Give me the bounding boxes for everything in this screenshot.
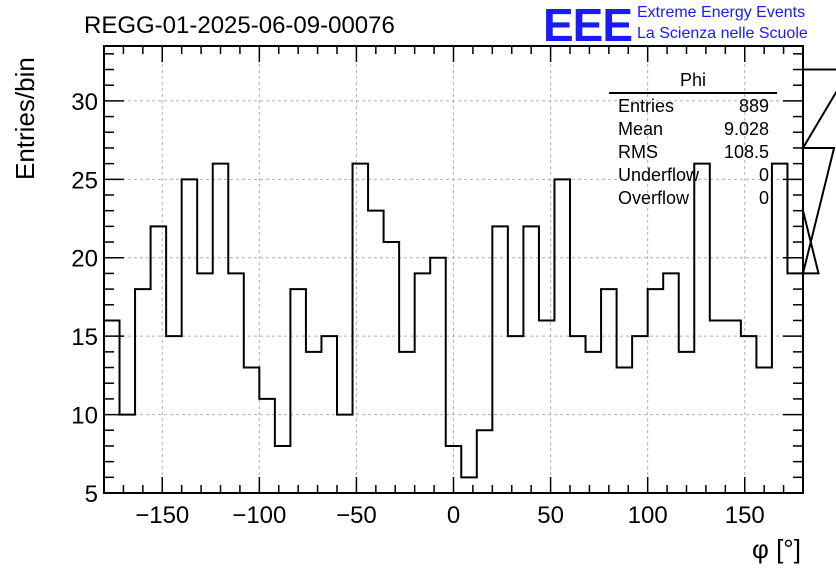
x-tick-label: −50 xyxy=(336,502,377,529)
grid-lines xyxy=(104,46,803,493)
stats-row-overflow: Overflow 0 xyxy=(609,188,777,211)
x-tick-label: 0 xyxy=(447,502,460,529)
y-tick-label: 10 xyxy=(71,403,98,430)
chart-title: REGG-01-2025-06-09-00076 xyxy=(84,12,395,39)
stats-label: Mean xyxy=(618,119,664,139)
logo-caption-line2: La Scienza nelle Scuole xyxy=(637,25,808,42)
logo-caption-line1: Extreme Energy Events xyxy=(637,4,806,21)
y-tick-label: 5 xyxy=(85,481,98,508)
stats-title: Phi xyxy=(609,70,777,94)
histogram-line xyxy=(104,68,836,479)
stats-row-entries: Entries 889 xyxy=(609,96,777,119)
stats-value: 9.028 xyxy=(723,119,769,139)
x-axis-label: φ [°] xyxy=(752,534,801,564)
x-tick-label: −100 xyxy=(232,502,286,529)
stats-value: 108.5 xyxy=(723,142,769,162)
eee-logo: EEE xyxy=(543,0,633,51)
stats-box: Phi Entries 889 Mean 9.028 RMS 108.5 Und… xyxy=(609,70,777,211)
stats-row-mean: Mean 9.028 xyxy=(609,119,777,142)
tick-labels: −150 −100 −50 0 50 100 150 5 10 15 20 25 30 xyxy=(71,89,764,529)
stats-label: RMS xyxy=(618,142,658,162)
x-tick-label: 100 xyxy=(628,502,668,529)
x-tick-label: 50 xyxy=(537,502,564,529)
stats-row-rms: RMS 108.5 xyxy=(609,142,777,165)
stats-value: 889 xyxy=(738,96,769,116)
plot-frame xyxy=(103,45,804,494)
y-tick-label: 15 xyxy=(71,324,98,351)
stats-value: 0 xyxy=(758,188,769,208)
x-tick-label: −150 xyxy=(135,502,189,529)
y-axis-label: Entries/bin xyxy=(10,57,40,180)
y-tick-label: 20 xyxy=(71,246,98,273)
stats-row-underflow: Underflow 0 xyxy=(609,165,777,188)
x-tick-label: 150 xyxy=(725,502,765,529)
stats-value: 0 xyxy=(758,165,769,185)
stats-label: Underflow xyxy=(618,165,700,185)
stats-label: Entries xyxy=(618,96,675,116)
stats-label: Overflow xyxy=(618,188,690,208)
y-tick-label: 30 xyxy=(71,89,98,116)
y-tick-label: 25 xyxy=(71,167,98,194)
